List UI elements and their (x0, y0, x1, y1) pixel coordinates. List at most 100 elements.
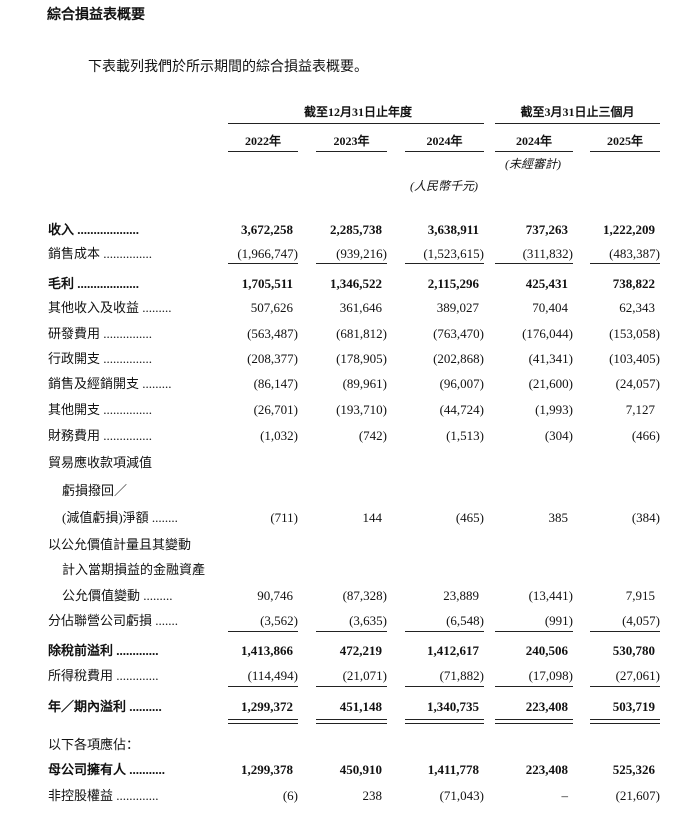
cell-value: 1,412,617 (427, 643, 479, 658)
header-rule (495, 123, 660, 124)
cell-value: 361,646 (339, 300, 382, 315)
cell-value: (1,966,747) (237, 246, 298, 261)
cell-value: 1,411,778 (427, 762, 479, 777)
cell-value: (21,607) (615, 788, 660, 803)
year-header: 2025年 (606, 134, 643, 148)
cell-value: 2,285,738 (330, 222, 382, 237)
year-header: 2023年 (333, 134, 370, 148)
total-rule (590, 719, 660, 720)
cell-value: 7,915 (625, 588, 655, 603)
cell-value: 389,027 (436, 300, 479, 315)
cell-value: (178,905) (336, 351, 387, 366)
year-rule (316, 151, 387, 152)
total-rule (228, 723, 298, 724)
cell-value: (1,523,615) (423, 246, 484, 261)
cell-value: 23,889 (443, 588, 479, 603)
year-rule (590, 151, 660, 152)
cell-value: 223,408 (525, 699, 568, 714)
cell-value: 1,222,209 (603, 222, 655, 237)
total-rule (405, 723, 484, 724)
cell-value: (17,098) (528, 668, 573, 683)
cell-value: (41,341) (528, 351, 573, 366)
cell-value: 530,780 (612, 643, 655, 658)
sum-rule (316, 263, 387, 264)
cell-value: (21,600) (528, 376, 573, 391)
cell-value: (1,513) (446, 428, 484, 443)
cell-value: 1,346,522 (330, 276, 382, 291)
cell-value: 3,638,911 (427, 222, 479, 237)
cell-value: (3,562) (260, 613, 298, 628)
row-label: 以下各項應佔： (48, 737, 140, 752)
row-label: 年／期內溢利 .......... (48, 699, 162, 714)
cell-value: (87,328) (342, 588, 387, 603)
row-label: 所得稅費用 ............. (48, 668, 159, 683)
row-label: 除稅前溢利 ............. (48, 643, 159, 658)
cell-value: 1,299,378 (241, 762, 293, 777)
cell-value: (71,043) (439, 788, 484, 803)
cell-value: (103,405) (609, 351, 660, 366)
cell-value: (6) (282, 788, 298, 803)
row-label: 以公允價值計量且其變動 (48, 537, 192, 552)
row-label: 分佔聯營公司虧損 ....... (48, 613, 179, 628)
cell-value: 3,672,258 (241, 222, 293, 237)
cell-value: (6,548) (446, 613, 484, 628)
cell-value: (208,377) (247, 351, 298, 366)
row-label: 其他收入及收益 ......... (48, 300, 172, 315)
year-header: 2024年 (515, 134, 552, 148)
cell-value: 472,219 (339, 643, 382, 658)
sum-rule (495, 263, 573, 264)
cell-value: 503,719 (612, 699, 655, 714)
sum-rule (228, 686, 298, 687)
cell-value: 525,326 (612, 762, 655, 777)
cell-value: (742) (358, 428, 387, 443)
sum-rule (495, 631, 573, 632)
total-rule (228, 719, 298, 720)
row-label: 行政開支 ............... (48, 351, 153, 366)
total-rule (590, 723, 660, 724)
cell-value: (939,216) (336, 246, 387, 261)
cell-value: (13,441) (528, 588, 573, 603)
cell-value: 1,705,511 (241, 276, 293, 291)
sum-rule (228, 631, 298, 632)
year-header: 2024年 (426, 134, 463, 148)
cell-value: 144 (362, 510, 383, 525)
group-header: 截至3月31日止三個月 (520, 105, 635, 119)
cell-value: (176,044) (522, 326, 573, 341)
row-label: 貿易應收款項減值 (48, 455, 153, 470)
cell-value: 738,822 (612, 276, 655, 291)
row-label: 財務費用 ............... (48, 428, 153, 443)
total-rule (495, 723, 573, 724)
section-title: 綜合損益表概要 (47, 7, 145, 23)
cell-value: 240,506 (525, 643, 568, 658)
total-rule (495, 719, 573, 720)
row-label: 計入當期損益的金融資產 (62, 562, 206, 577)
cell-value: (384) (631, 510, 660, 525)
cell-value: (24,057) (615, 376, 660, 391)
cell-value: (763,470) (433, 326, 484, 341)
cell-value: (991) (544, 613, 573, 628)
unit-note: (人民幣千元) (410, 179, 478, 193)
cell-value: (114,494) (247, 668, 298, 683)
row-label: 其他開支 ............... (48, 402, 153, 417)
cell-value: 238 (362, 788, 383, 803)
cell-value: (96,007) (439, 376, 484, 391)
row-label: 銷售及經銷開支 ......... (48, 376, 172, 391)
cell-value: (193,710) (336, 402, 387, 417)
cell-value: (563,487) (247, 326, 298, 341)
header-rule (228, 123, 484, 124)
cell-value: (21,071) (342, 668, 387, 683)
cell-value: (304) (544, 428, 573, 443)
cell-value: 90,746 (257, 588, 293, 603)
cell-value: (466) (631, 428, 660, 443)
cell-value: (681,812) (336, 326, 387, 341)
cell-value: (311,832) (522, 246, 573, 261)
sum-rule (590, 263, 660, 264)
sum-rule (405, 263, 484, 264)
cell-value: – (561, 788, 569, 803)
cell-value: 737,263 (525, 222, 568, 237)
row-label: 毛利 ................... (48, 276, 140, 291)
row-label: 非控股權益 ............. (48, 788, 159, 803)
sum-rule (228, 263, 298, 264)
cell-value: (483,387) (609, 246, 660, 261)
